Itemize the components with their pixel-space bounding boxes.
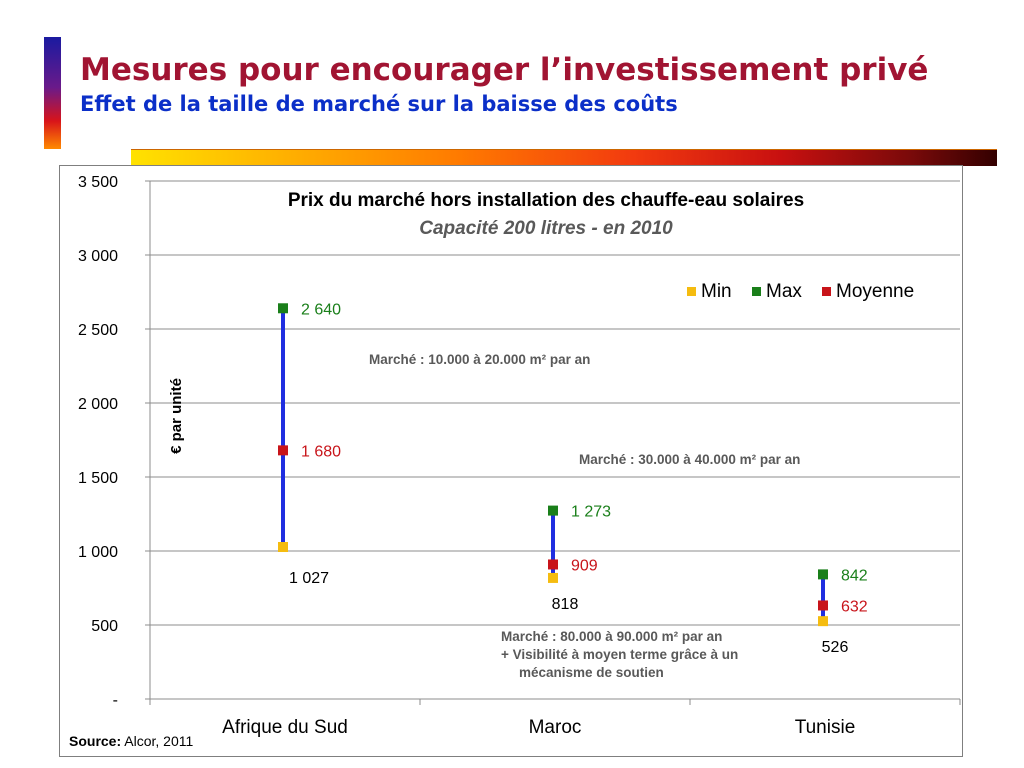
moyenne-data-label: 1 680 (301, 443, 341, 460)
page-title: Mesures pour encourager l’investissement… (80, 52, 929, 88)
max-marker (548, 505, 558, 516)
legend-label-moyenne: Moyenne (836, 281, 914, 302)
legend-label-max: Max (766, 281, 802, 302)
header-gradient-bar (131, 149, 997, 166)
max-data-label: 2 640 (301, 301, 341, 318)
y-tick-label: 500 (91, 618, 118, 635)
moyenne-marker (548, 559, 558, 570)
source-value: Alcor, 2011 (124, 733, 194, 749)
y-axis-label: € par unité (168, 378, 185, 454)
max-data-label: 842 (841, 567, 868, 584)
market-annotation: Marché : 80.000 à 90.000 m² par an (501, 629, 722, 644)
min-data-label: 818 (552, 596, 579, 613)
legend-swatch-moyenne (822, 287, 831, 296)
chart-subtitle: Capacité 200 litres - en 2010 (419, 218, 673, 239)
legend-label-min: Min (701, 281, 732, 302)
y-tick-label: 2 500 (78, 322, 118, 339)
moyenne-data-label: 632 (841, 598, 868, 615)
min-marker (548, 572, 558, 583)
y-tick-label: 2 000 (78, 396, 118, 413)
x-tick-label: Tunisie (795, 717, 856, 738)
market-annotation: + Visibilité à moyen terme grâce à un (501, 647, 738, 662)
max-marker (818, 569, 828, 580)
x-tick-label: Maroc (529, 717, 582, 738)
x-tick-label: Afrique du Sud (222, 717, 348, 738)
page-subtitle: Effet de la taille de marché sur la bais… (80, 92, 678, 116)
y-tick-label: 1 000 (78, 544, 118, 561)
market-annotation: Marché : 10.000 à 20.000 m² par an (369, 352, 590, 367)
legend-swatch-min (687, 287, 696, 296)
min-data-label: 526 (822, 639, 849, 656)
y-tick-label: 3 000 (78, 248, 118, 265)
price-range-chart: - 500 1 000 1 500 2 000 2 500 3 000 3 500 Afriqu… (78, 174, 961, 738)
moyenne-marker (818, 600, 828, 611)
header-accent-bar (44, 37, 61, 149)
moyenne-data-label: 909 (571, 557, 598, 574)
min-marker (818, 616, 828, 627)
max-marker (278, 303, 288, 314)
market-annotation: Marché : 30.000 à 40.000 m² par an (579, 452, 800, 467)
source-label: Source: (69, 733, 122, 749)
source-note: Source: Alcor, 2011 (69, 733, 193, 749)
chart-frame: - 500 1 000 1 500 2 000 2 500 3 000 3 500 Afriqu… (59, 165, 963, 757)
min-data-label: 1 027 (289, 570, 329, 587)
y-tick-label: 1 500 (78, 470, 118, 487)
market-annotation: mécanisme de soutien (519, 665, 664, 680)
moyenne-marker (278, 445, 288, 456)
accent-bar-graphic (44, 37, 61, 149)
chart-title: Prix du marché hors installation des cha… (288, 190, 804, 211)
min-marker (278, 542, 288, 553)
legend-swatch-max (752, 287, 761, 296)
y-tick-label: 3 500 (78, 174, 118, 191)
y-tick-label: - (113, 692, 118, 709)
max-data-label: 1 273 (571, 504, 611, 521)
